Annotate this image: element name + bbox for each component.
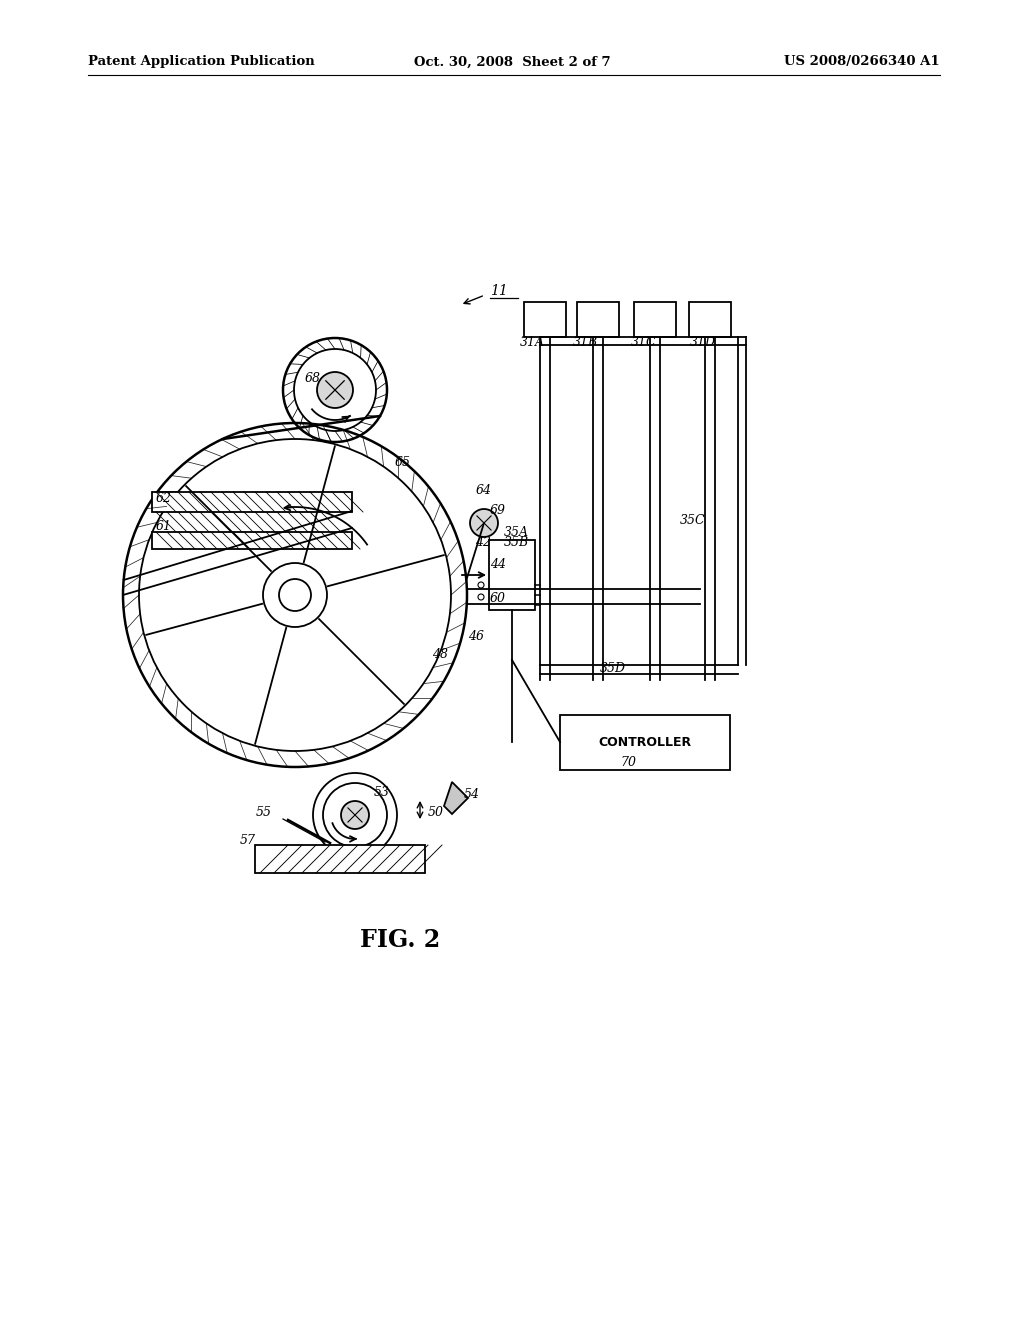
Text: 65: 65 — [395, 455, 411, 469]
Text: 50: 50 — [428, 805, 444, 818]
Text: 42: 42 — [475, 536, 490, 549]
Text: 31A: 31A — [520, 335, 545, 348]
Bar — [634, 302, 676, 337]
Bar — [255, 845, 425, 873]
Text: 35D: 35D — [600, 661, 626, 675]
Text: 54: 54 — [464, 788, 480, 801]
Text: 69: 69 — [490, 503, 506, 516]
Circle shape — [317, 372, 353, 408]
Polygon shape — [444, 781, 468, 814]
Text: 31D: 31D — [690, 335, 716, 348]
Text: 60: 60 — [490, 591, 506, 605]
Text: US 2008/0266340 A1: US 2008/0266340 A1 — [784, 55, 940, 69]
Text: 46: 46 — [468, 630, 484, 643]
Bar — [560, 715, 730, 770]
Text: 35A: 35A — [504, 527, 529, 540]
Text: 57: 57 — [240, 833, 256, 846]
Text: 70: 70 — [620, 755, 636, 768]
Circle shape — [341, 801, 369, 829]
Text: 11: 11 — [490, 284, 508, 298]
Text: 35B: 35B — [504, 536, 529, 549]
Text: 68: 68 — [305, 371, 321, 384]
Text: 44: 44 — [490, 558, 506, 572]
Text: CONTROLLER: CONTROLLER — [598, 735, 691, 748]
Bar — [524, 302, 566, 337]
Text: Patent Application Publication: Patent Application Publication — [88, 55, 314, 69]
Bar — [689, 302, 731, 337]
Circle shape — [279, 579, 311, 611]
Bar — [152, 492, 352, 512]
Text: 31C: 31C — [631, 335, 656, 348]
Circle shape — [478, 594, 484, 601]
Bar — [577, 302, 618, 337]
Text: Oct. 30, 2008  Sheet 2 of 7: Oct. 30, 2008 Sheet 2 of 7 — [414, 55, 610, 69]
Circle shape — [470, 510, 498, 537]
Bar — [489, 540, 535, 610]
Text: 48: 48 — [432, 648, 449, 661]
Text: 53: 53 — [374, 787, 390, 800]
Text: FIG. 2: FIG. 2 — [359, 928, 440, 952]
Text: 35C: 35C — [680, 513, 706, 527]
Bar — [152, 532, 352, 549]
Text: 31B: 31B — [573, 335, 598, 348]
Text: 62: 62 — [156, 491, 172, 504]
Text: 55: 55 — [256, 805, 272, 818]
Circle shape — [478, 582, 484, 587]
Text: 64: 64 — [476, 483, 492, 496]
Text: 61: 61 — [156, 520, 172, 532]
